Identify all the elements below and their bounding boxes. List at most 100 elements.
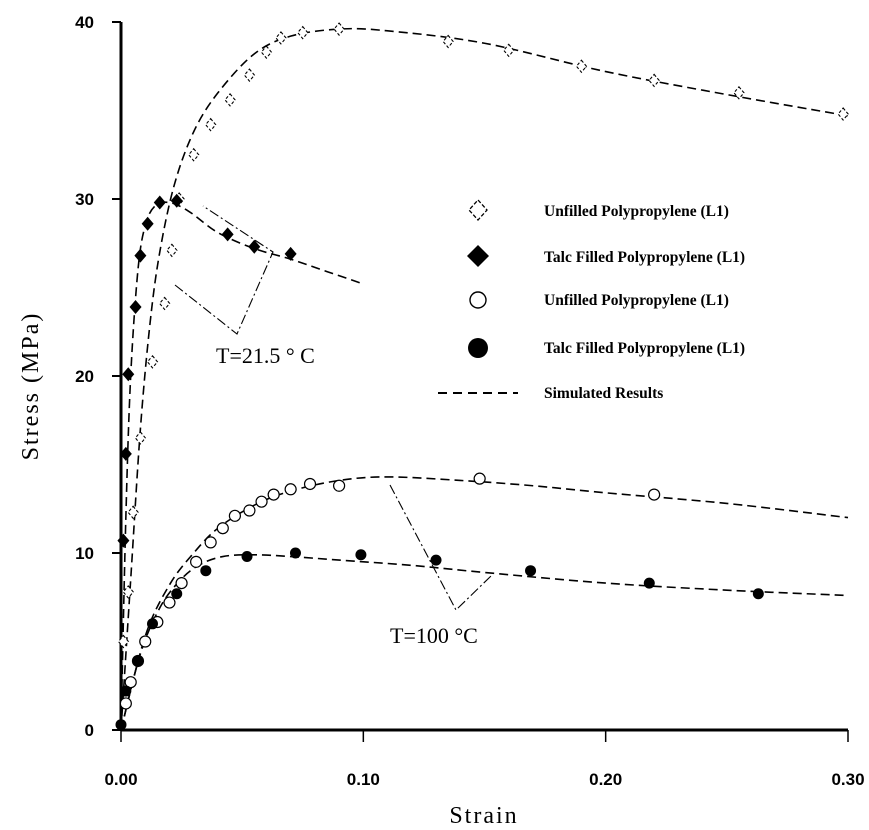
point-open-circle [243, 504, 256, 517]
point-filled-circle [241, 551, 253, 563]
legend-label: Unfilled Polypropylene (L1) [544, 292, 729, 309]
simulated-curve-0 [120, 27, 849, 731]
point-open-diamond [442, 34, 454, 49]
point-filled-circle [752, 588, 764, 600]
point-filled-circle [525, 565, 537, 577]
point-open-diamond [204, 117, 217, 132]
point-open-diamond [503, 43, 515, 58]
point-open-circle [124, 676, 137, 689]
x-tick-label: 0.10 [347, 770, 380, 789]
data-points [115, 22, 849, 731]
y-tick-label: 10 [75, 544, 94, 563]
point-open-circle [163, 596, 176, 609]
legend-marker-open-diamond [468, 199, 488, 221]
point-filled-diamond [122, 367, 135, 382]
point-filled-circle [289, 547, 301, 559]
point-open-circle [333, 479, 346, 492]
point-open-diamond [127, 505, 139, 520]
point-open-diamond [297, 25, 309, 40]
point-open-circle [284, 483, 297, 496]
simulated-curve-2 [120, 476, 849, 731]
point-filled-circle [132, 655, 144, 667]
point-filled-circle [147, 618, 159, 630]
leader-lines-21c [174, 205, 274, 335]
point-filled-circle [200, 565, 212, 577]
legend-marker-open-circle [469, 291, 487, 309]
point-filled-diamond [284, 246, 297, 261]
leader-lines-100c [389, 484, 493, 611]
point-open-diamond [134, 431, 147, 445]
x-tick-label: 0.20 [589, 770, 622, 789]
point-open-diamond [648, 73, 660, 88]
point-open-circle [255, 495, 268, 508]
point-open-diamond [733, 85, 745, 100]
legend-label: Simulated Results [544, 385, 663, 402]
point-filled-diamond [141, 216, 154, 231]
legend-item-simulated: Simulated Results [438, 385, 663, 402]
point-open-diamond [187, 147, 200, 162]
legend-label: Unfilled Polypropylene (L1) [544, 203, 729, 220]
point-open-diamond [122, 585, 134, 599]
point-filled-diamond [248, 239, 261, 254]
y-tick-label: 0 [85, 721, 94, 740]
point-open-diamond [146, 354, 159, 369]
point-filled-circle [355, 549, 367, 561]
point-open-diamond [837, 107, 849, 121]
point-filled-circle [430, 554, 442, 566]
tick-group: 0.00 0.10 0.20 0.30 0 10 20 30 40 [75, 13, 864, 789]
point-open-circle [204, 536, 217, 549]
legend: Unfilled Polypropylene (L1) Talc Filled … [438, 199, 745, 402]
point-filled-diamond [134, 248, 147, 263]
point-open-diamond [243, 68, 256, 82]
legend-marker-filled-circle [468, 338, 488, 358]
x-tick-label: 0.30 [831, 770, 864, 789]
point-open-diamond [575, 59, 588, 74]
point-filled-diamond [153, 195, 166, 210]
point-open-diamond [117, 634, 130, 649]
annotation-leaders [174, 205, 493, 611]
point-filled-circle [115, 719, 127, 731]
x-axis-title: Strain [449, 803, 518, 829]
point-filled-circle [171, 588, 183, 600]
simulated-curves [120, 27, 849, 731]
point-open-circle [119, 697, 132, 710]
point-open-circle [648, 488, 661, 501]
point-open-diamond [275, 31, 287, 45]
y-tick-label: 30 [75, 190, 94, 209]
y-tick-label: 40 [75, 13, 94, 32]
legend-label: Talc Filled Polypropylene (L1) [544, 249, 745, 266]
point-open-diamond [260, 45, 273, 59]
point-open-circle [267, 488, 280, 501]
point-open-circle [473, 472, 486, 485]
point-filled-diamond [170, 193, 183, 208]
point-filled-diamond [129, 299, 142, 314]
y-axis-title: Stress (MPa) [18, 312, 44, 461]
legend-item-unfilled-100c: Unfilled Polypropylene (L1) [469, 291, 729, 309]
point-open-diamond [158, 296, 171, 311]
legend-item-unfilled-21c: Unfilled Polypropylene (L1) [468, 199, 729, 221]
point-filled-circle [643, 577, 655, 589]
point-filled-diamond [119, 446, 132, 461]
legend-label: Talc Filled Polypropylene (L1) [544, 340, 745, 357]
point-open-circle [175, 576, 188, 590]
x-tick-label: 0.00 [104, 770, 137, 789]
legend-marker-filled-diamond [467, 245, 489, 267]
point-filled-diamond [117, 533, 130, 548]
annotation-100c: T=100 °C [390, 623, 478, 648]
point-open-circle [139, 635, 152, 648]
simulated-curve-3 [120, 553, 849, 731]
point-open-circle [190, 555, 203, 568]
point-filled-diamond [221, 227, 234, 242]
axes [119, 22, 848, 732]
simulated-curve-1 [120, 201, 364, 731]
point-open-diamond [166, 243, 178, 258]
point-open-diamond [224, 93, 236, 107]
y-tick-label: 20 [75, 367, 94, 386]
legend-item-talc-100c: Talc Filled Polypropylene (L1) [468, 338, 745, 358]
point-filled-circle [120, 685, 132, 697]
point-open-diamond [333, 22, 345, 36]
point-open-circle [216, 522, 229, 535]
legend-item-talc-21c: Talc Filled Polypropylene (L1) [467, 245, 745, 267]
annotation-21c: T=21.5 ° C [216, 343, 315, 368]
